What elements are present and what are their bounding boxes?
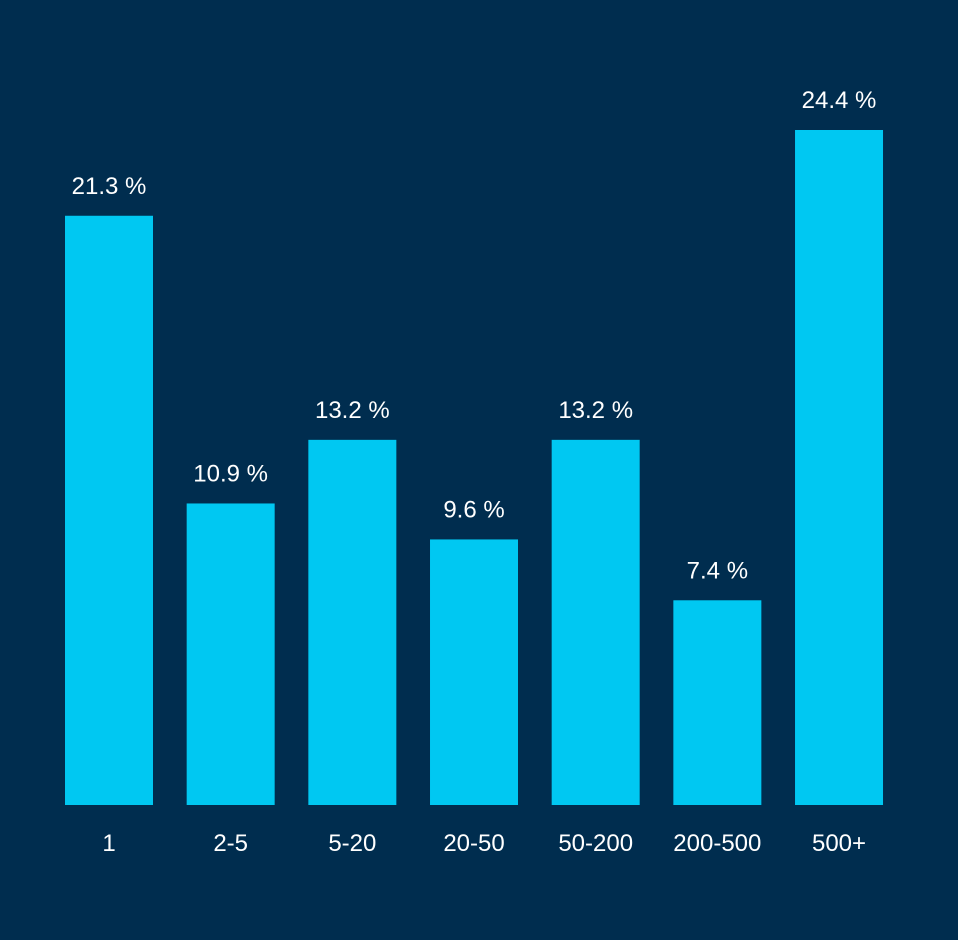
category-labels-group: 1 2-5 5-20 20-50 50-200 200-500 500+ <box>102 830 866 857</box>
bar-value-label-2-5: 10.9 % <box>193 460 268 487</box>
bar-value-label-20-50: 9.6 % <box>443 496 504 523</box>
category-label-20-50: 20-50 <box>443 830 504 857</box>
category-label-5-20: 5-20 <box>328 830 376 857</box>
category-label-2-5: 2-5 <box>213 830 248 857</box>
value-labels-group: 21.3 % 10.9 % 13.2 % 9.6 % 13.2 % 7.4 % 24.4 % <box>72 87 877 584</box>
bar-200-500 <box>673 600 762 805</box>
bar-value-label-500: 24.4 % <box>802 87 877 114</box>
bar-20-50 <box>430 539 519 805</box>
bar-value-label-200-500: 7.4 % <box>687 557 748 584</box>
bar-500 <box>795 130 884 805</box>
bar-50-200 <box>551 439 640 805</box>
bar-value-label-1: 21.3 % <box>72 173 147 200</box>
bar-2-5 <box>186 503 275 805</box>
category-label-500: 500+ <box>812 830 866 857</box>
category-label-50-200: 50-200 <box>558 830 633 857</box>
category-label-200-500: 200-500 <box>673 830 761 857</box>
bar-1 <box>65 215 153 805</box>
bar-value-label-50-200: 13.2 % <box>558 397 633 424</box>
bar-5-20 <box>308 439 397 805</box>
bars-group <box>65 130 884 805</box>
bar-value-label-5-20: 13.2 % <box>315 397 390 424</box>
category-label-1: 1 <box>102 830 115 857</box>
